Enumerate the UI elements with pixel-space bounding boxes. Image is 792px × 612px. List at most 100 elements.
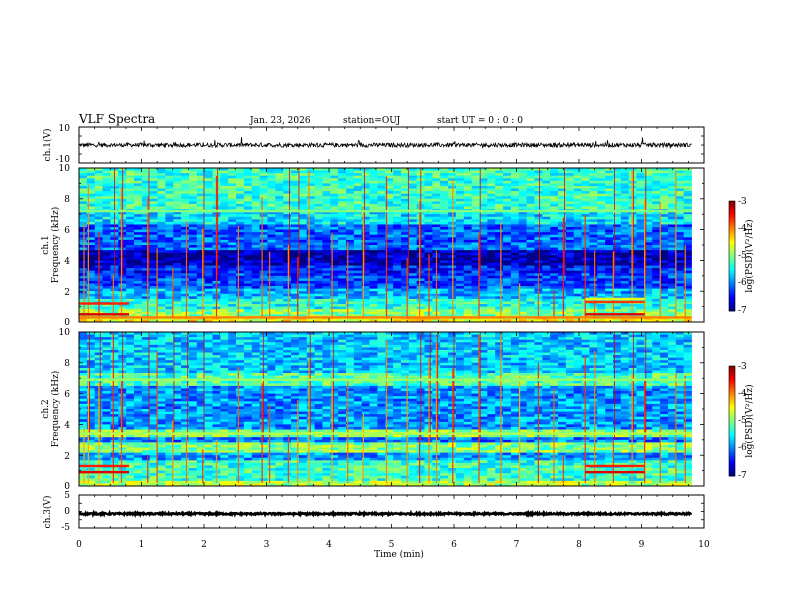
spectrogram-cell: [612, 239, 622, 243]
spectrogram-cell: [220, 304, 229, 307]
spectrogram-cell: [204, 201, 213, 205]
spectrogram-cell: [345, 286, 355, 290]
spectrogram-cell: [628, 245, 637, 248]
spectrogram-cell: [204, 278, 213, 282]
spectrogram-cell: [133, 245, 143, 248]
spectrogram-cell: [660, 257, 669, 261]
spectrogram-cell: [306, 273, 315, 277]
spectrogram-cell: [361, 293, 370, 297]
spectrogram-cell: [322, 224, 331, 228]
spectrogram-cell: [432, 239, 441, 243]
spectrogram-cell: [667, 191, 677, 195]
spectrogram-cell: [181, 245, 190, 248]
spectrogram-cell: [479, 183, 488, 187]
spectrogram-cell: [79, 170, 88, 174]
spectrogram-cell: [487, 268, 496, 272]
spectrogram-cell: [102, 242, 111, 246]
spectrogram-cell: [228, 180, 237, 184]
spectrogram-cell: [291, 298, 300, 302]
spectrogram-cell: [550, 273, 559, 277]
spectrogram-cell: [667, 196, 677, 200]
spectrogram-cell: [251, 214, 261, 218]
ch1-voltage-ylabel: ch.1(V): [42, 129, 53, 162]
spectrogram-cell: [550, 255, 559, 259]
spectrogram-cell: [149, 252, 158, 256]
panel-ch1-voltage: 10 -10 ch.1(V): [42, 124, 705, 165]
spectrogram-cell: [518, 309, 527, 313]
spectrogram-cell: [471, 219, 480, 223]
spectrogram-cell: [518, 239, 527, 243]
spectrogram-cell: [345, 191, 355, 195]
spectrogram-cell: [228, 314, 237, 318]
spectrogram-cell: [385, 319, 394, 323]
spectrogram-cell: [455, 214, 465, 218]
spectrogram-cell: [157, 268, 166, 272]
spectrogram-cell: [353, 262, 363, 266]
spectrogram-cell: [495, 314, 504, 318]
spectrogram-cell: [291, 247, 300, 251]
spectrogram-cell: [165, 296, 174, 300]
spectrogram-cell: [479, 275, 488, 279]
spectrogram-cell: [495, 206, 504, 210]
spectrogram-cell: [558, 173, 567, 177]
spectrogram-cell: [628, 268, 637, 272]
spectrogram-cell: [157, 180, 166, 184]
spectrogram-cell: [165, 229, 174, 233]
spectrogram-cell: [589, 173, 598, 177]
spectrogram-cell: [393, 301, 402, 305]
spectrogram-cell: [204, 234, 213, 238]
spectrogram-cell: [589, 239, 598, 243]
spectrogram-cell: [534, 255, 543, 259]
spectrogram-cell: [471, 245, 480, 248]
spectrogram-cell: [133, 296, 143, 300]
spectrogram-cell: [228, 291, 237, 295]
spectrogram-cell: [534, 245, 543, 248]
spectrogram-cell: [353, 283, 363, 287]
spectrogram-cell: [471, 216, 480, 220]
spectrogram-cell: [165, 250, 174, 254]
spectrogram-cell: [455, 293, 465, 297]
spectrogram-cell: [503, 288, 512, 292]
spectrogram-cell: [573, 201, 582, 205]
spectrogram-cell: [660, 301, 669, 305]
spectrogram-cell: [605, 306, 614, 310]
spectrogram-cell: [510, 293, 520, 297]
spectrogram-cell: [86, 229, 96, 233]
spectrogram-cell: [440, 250, 449, 254]
spectrogram-cell: [267, 298, 276, 302]
spectrogram-cell: [338, 183, 347, 187]
spectrogram-cell: [306, 298, 315, 302]
spectrogram-cell: [550, 211, 559, 215]
spectrogram-cell: [503, 260, 512, 264]
spectrogram-cell: [306, 214, 315, 218]
spectrogram-cell: [220, 288, 229, 292]
spectrogram-cell: [291, 178, 300, 182]
spectrogram-cell: [495, 196, 504, 200]
spectrogram-cell: [345, 221, 355, 225]
spectrogram-cell: [204, 257, 213, 261]
spectrogram-cell: [542, 270, 551, 274]
spectrogram-cell: [259, 260, 268, 264]
spectrogram-cell: [165, 286, 174, 290]
spectrogram-cell: [173, 288, 182, 292]
spectrogram-cell: [558, 234, 567, 238]
spectrogram-cell: [275, 170, 284, 174]
spectrogram-cell: [267, 185, 276, 189]
spectrogram-cell: [79, 286, 88, 290]
spectrogram-cell: [408, 201, 418, 205]
spectrogram-cell: [322, 306, 331, 310]
spectrogram-cell: [275, 180, 284, 184]
spectrogram-cell: [479, 273, 488, 277]
spectrogram-cell: [495, 216, 504, 220]
spectrogram-cell: [440, 196, 449, 200]
spectrogram-cell: [259, 278, 268, 282]
spectrogram-cell: [644, 278, 653, 282]
spectrogram-cell: [306, 185, 315, 189]
spectrogram-cell: [605, 175, 614, 179]
spectrogram-cell: [675, 191, 685, 195]
spectrogram-cell: [165, 224, 174, 228]
spectrogram-cell: [385, 260, 394, 264]
spectrogram-cell: [267, 168, 276, 171]
spectrogram-cell: [141, 268, 151, 272]
spectrogram-cell: [526, 229, 535, 233]
